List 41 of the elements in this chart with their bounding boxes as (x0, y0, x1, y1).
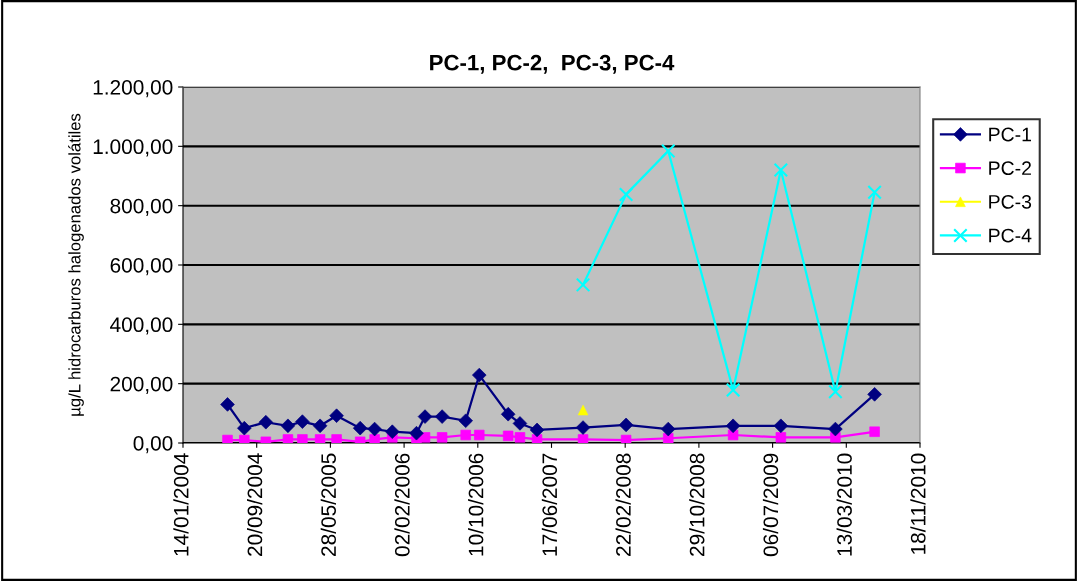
point (773, 162, 789, 178)
x-tick-label: 10/10/2006 (468, 453, 484, 556)
x-tick-label: 06/07/2009 (762, 453, 779, 557)
y-tick-label: 1.000,00 (93, 139, 173, 157)
point (828, 384, 843, 399)
legend-label: PC-4 (989, 228, 1032, 243)
point (239, 434, 250, 443)
point (460, 429, 471, 441)
y-tick-label: 0,00 (133, 436, 173, 454)
point (434, 409, 450, 424)
y-tick-label: 600,00 (110, 258, 173, 276)
point (237, 420, 252, 436)
x-tick-label: 14/01/2004 (173, 453, 189, 556)
point (660, 143, 676, 159)
y-tick-label: 400,00 (110, 317, 173, 335)
point (725, 382, 741, 398)
point (472, 367, 487, 383)
x-tick-label: 28/05/2005 (320, 453, 336, 556)
chart-title: PC-1, PC-2, PC-3, PC-4 (430, 54, 675, 74)
point (867, 185, 882, 200)
x-tick-label: 20/09/2004 (246, 453, 263, 556)
point (618, 187, 634, 202)
point (512, 416, 528, 431)
legend-label: PC-3 (989, 194, 1032, 209)
x-tick-label: 18/11/2010 (910, 453, 926, 554)
point (502, 430, 514, 442)
x-tick-label: 02/02/2006 (394, 453, 410, 557)
y-tick-label: 800,00 (110, 198, 173, 216)
y-tick-label: 1.200,00 (93, 80, 173, 98)
point (620, 434, 632, 443)
point (417, 409, 433, 424)
legend-label: PC-1 (989, 127, 1031, 142)
x-tick-label: 22/02/2008 (615, 453, 631, 556)
point (828, 421, 843, 437)
point (575, 277, 591, 293)
x-tick-label: 17/06/2007 (541, 453, 558, 556)
legend-label: PC-2 (989, 161, 1031, 176)
x-tick-label: 29/10/2008 (689, 453, 705, 556)
x-tick-label: 13/03/2010 (836, 453, 852, 556)
y-axis-title: µg/L hidrocarburos halogenados volátiles (68, 113, 84, 416)
y-tick-label: 200,00 (110, 376, 173, 394)
